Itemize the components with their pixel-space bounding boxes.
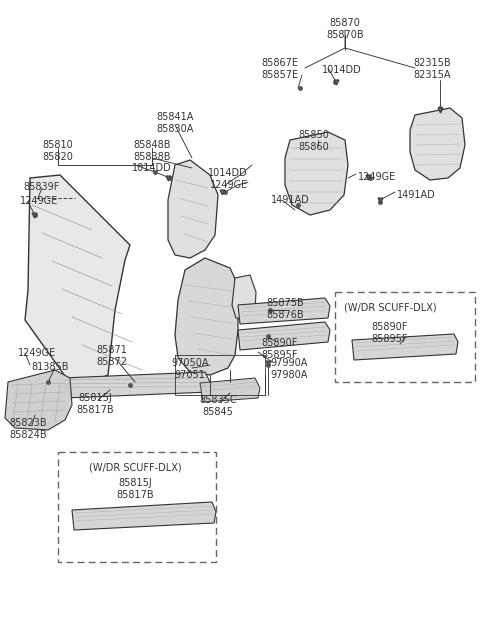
Polygon shape: [168, 160, 218, 258]
Text: 85815J
85817B: 85815J 85817B: [76, 393, 114, 415]
Text: 1014DD: 1014DD: [132, 163, 172, 173]
Text: 81385B: 81385B: [31, 362, 69, 372]
Text: 1249GE: 1249GE: [18, 348, 56, 358]
Polygon shape: [410, 108, 465, 180]
Polygon shape: [58, 372, 210, 398]
Polygon shape: [175, 258, 238, 375]
Text: (W/DR SCUFF-DLX): (W/DR SCUFF-DLX): [344, 302, 436, 312]
Bar: [58, 452, 216, 562]
Text: 1014DD: 1014DD: [322, 65, 362, 75]
Polygon shape: [232, 275, 256, 320]
Polygon shape: [238, 298, 330, 324]
Text: 85890F
85895F: 85890F 85895F: [372, 322, 408, 345]
Text: 85871
85872: 85871 85872: [96, 345, 128, 368]
Polygon shape: [200, 378, 260, 402]
Text: 1014DD: 1014DD: [208, 168, 248, 178]
Text: (W/DR SCUFF-DLX): (W/DR SCUFF-DLX): [89, 462, 181, 472]
Text: 85850
85860: 85850 85860: [299, 130, 329, 152]
Polygon shape: [352, 334, 458, 360]
Text: 97050A
97051: 97050A 97051: [171, 358, 209, 380]
Text: 1249GE: 1249GE: [20, 196, 58, 206]
Polygon shape: [5, 370, 72, 430]
Text: 1249GE: 1249GE: [210, 180, 248, 190]
Polygon shape: [72, 502, 216, 530]
Text: 1491AD: 1491AD: [271, 195, 310, 205]
Polygon shape: [238, 322, 330, 350]
Polygon shape: [25, 175, 130, 390]
Text: 85870
85870B: 85870 85870B: [326, 18, 364, 40]
Text: 85841A
85830A: 85841A 85830A: [156, 112, 194, 134]
Text: 85823B
85824B: 85823B 85824B: [9, 418, 47, 440]
Text: 85867E
85857E: 85867E 85857E: [262, 58, 299, 80]
Text: 85839F: 85839F: [24, 182, 60, 192]
Text: 97990A
97980A: 97990A 97980A: [270, 358, 307, 380]
Polygon shape: [285, 132, 348, 215]
Text: 85810
85820: 85810 85820: [43, 140, 73, 162]
Text: 85890F
85895F: 85890F 85895F: [262, 338, 298, 361]
Text: 85835C
85845: 85835C 85845: [199, 395, 237, 417]
Text: 1491AD: 1491AD: [397, 190, 436, 200]
Text: 1249GE: 1249GE: [358, 172, 396, 182]
Text: 82315B
82315A: 82315B 82315A: [413, 58, 451, 80]
Text: 85815J
85817B: 85815J 85817B: [116, 478, 154, 501]
Text: 85875B
85876B: 85875B 85876B: [266, 298, 304, 320]
Text: 85848B
85838B: 85848B 85838B: [133, 140, 171, 162]
Bar: [335, 292, 475, 382]
